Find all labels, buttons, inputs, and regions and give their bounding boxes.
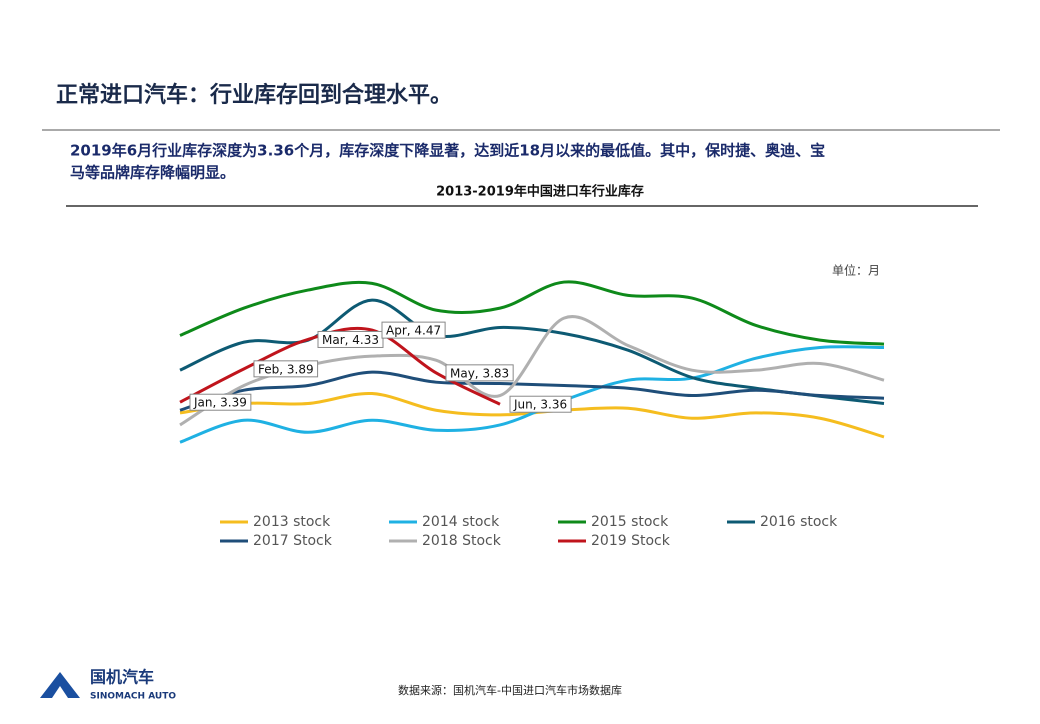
data-label-text: Jun, 3.36 bbox=[513, 398, 567, 412]
legend-label: 2014 stock bbox=[422, 514, 500, 530]
data-label: Mar, 4.33 bbox=[317, 330, 384, 348]
data-label-box bbox=[445, 364, 514, 382]
data-label-text: Feb, 3.89 bbox=[258, 362, 314, 376]
logo: 国机汽车 SINOMACH AUTO bbox=[40, 668, 176, 702]
data-label-box bbox=[381, 321, 446, 339]
series-line bbox=[179, 370, 885, 412]
legend-label: 2017 Stock bbox=[253, 533, 333, 549]
legend-label: 2018 Stock bbox=[422, 533, 502, 549]
logo-text: SINOMACH AUTO bbox=[90, 692, 176, 702]
series-line bbox=[179, 326, 501, 406]
data-label: Apr, 4.47 bbox=[381, 321, 446, 339]
data-label-box bbox=[189, 393, 252, 411]
data-label-box bbox=[509, 395, 572, 413]
data-label: May, 3.83 bbox=[445, 364, 514, 382]
data-label-text: Mar, 4.33 bbox=[322, 333, 379, 347]
legend-label: 2015 stock bbox=[591, 514, 669, 530]
series-line bbox=[179, 280, 885, 346]
slide-title: 正常进口汽车：行业库存回到合理水平。 bbox=[56, 82, 452, 108]
logo-text: 国机汽车 bbox=[90, 668, 154, 687]
body-text: 2019年6月行业库存深度为3.36个月，库存深度下降显著，达到近18月以来的最… bbox=[70, 142, 825, 160]
data-label-text: Jan, 3.39 bbox=[193, 396, 247, 410]
data-label: Jun, 3.36 bbox=[509, 395, 572, 413]
data-label: Feb, 3.89 bbox=[253, 360, 319, 378]
body-text: 马等品牌库存降幅明显。 bbox=[70, 164, 235, 182]
data-label-text: May, 3.83 bbox=[450, 366, 509, 380]
legend-label: 2016 stock bbox=[760, 514, 838, 530]
series-line bbox=[179, 345, 885, 444]
data-label-text: Apr, 4.47 bbox=[386, 324, 441, 338]
legend-label: 2013 stock bbox=[253, 514, 331, 530]
logo-icon bbox=[52, 686, 68, 698]
unit-label: 单位：月 bbox=[832, 263, 880, 278]
legend-label: 2019 Stock bbox=[591, 533, 671, 549]
data-label: Jan, 3.39 bbox=[189, 393, 252, 411]
source: 数据来源：国机汽车-中国进口汽车市场数据库 bbox=[398, 683, 622, 697]
chart-title: 2013-2019年中国进口车行业库存 bbox=[436, 184, 644, 200]
data-label-box bbox=[253, 360, 319, 378]
data-label-box bbox=[317, 330, 384, 348]
logo-icon bbox=[40, 672, 80, 698]
